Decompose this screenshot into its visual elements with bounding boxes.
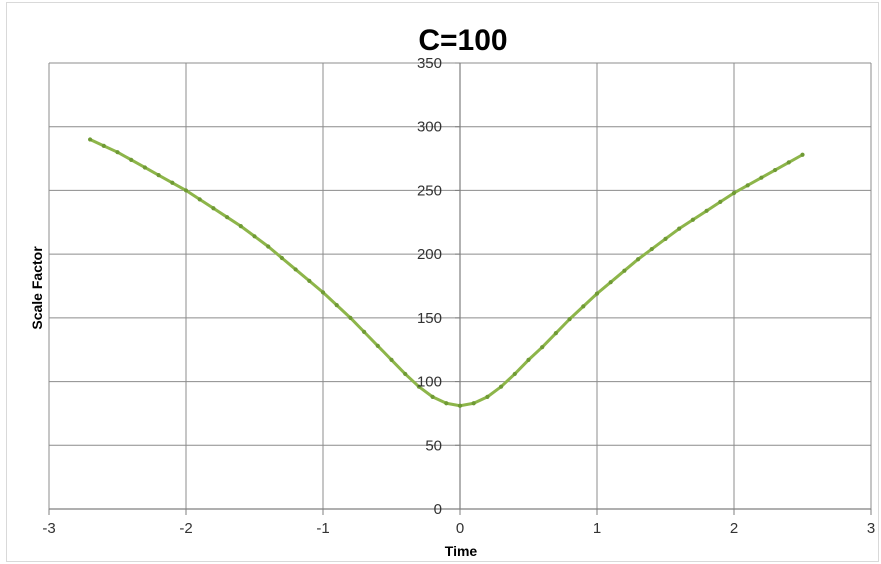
series <box>88 137 805 408</box>
data-point <box>101 143 106 148</box>
x-tick-label: 3 <box>867 520 875 537</box>
data-point <box>608 280 613 285</box>
data-point <box>636 257 641 262</box>
data-point <box>334 303 339 308</box>
data-point <box>197 197 202 202</box>
y-tick-label: 250 <box>417 182 442 199</box>
x-tick-label: -1 <box>316 520 329 537</box>
data-point <box>170 180 175 185</box>
data-point <box>238 224 243 229</box>
data-point <box>416 384 421 389</box>
labels: 0 50 100 150 200 250 300 350 -3 -2 -1 0 1 2 3 <box>42 55 875 537</box>
data-point <box>211 206 216 211</box>
series-line <box>88 137 804 408</box>
data-point <box>307 278 312 284</box>
data-point <box>663 236 668 241</box>
data-point <box>115 150 120 155</box>
data-point <box>485 394 490 399</box>
data-point <box>786 160 791 165</box>
x-tick-label: 1 <box>593 520 601 537</box>
data-point <box>773 167 778 173</box>
data-point <box>129 157 134 162</box>
data-point <box>540 345 545 350</box>
y-tick-label: 300 <box>417 119 442 136</box>
y-tick-label: 50 <box>425 437 442 454</box>
data-point <box>622 268 627 273</box>
data-point <box>279 255 284 261</box>
data-point <box>499 384 504 389</box>
chart-title: C=100 <box>418 24 507 57</box>
data-point <box>389 357 394 363</box>
x-tick-label: -2 <box>179 520 192 537</box>
data-point <box>690 217 696 222</box>
data-point <box>800 152 805 157</box>
data-point <box>704 208 709 213</box>
data-point <box>156 173 161 178</box>
y-tick-label: 150 <box>417 310 442 327</box>
data-point <box>225 215 230 220</box>
data-point <box>183 188 189 193</box>
data-point <box>649 246 654 252</box>
y-tick-label: 0 <box>434 501 442 518</box>
y-tick-label: 200 <box>417 246 442 263</box>
x-tick-label: -3 <box>42 520 55 537</box>
data-point <box>252 234 257 239</box>
data-point <box>375 343 380 348</box>
data-point <box>731 190 737 196</box>
data-point <box>320 290 326 295</box>
data-point <box>430 394 435 399</box>
data-point <box>142 165 147 170</box>
data-point <box>677 226 682 231</box>
data-point <box>348 315 353 320</box>
data-point <box>759 175 764 180</box>
x-tick-label: 2 <box>730 520 738 537</box>
data-point <box>457 403 463 408</box>
data-point <box>526 357 531 363</box>
data-point <box>512 371 517 377</box>
y-tick-label: 100 <box>417 374 442 391</box>
data-point <box>88 137 93 142</box>
data-point <box>581 304 586 309</box>
data-point <box>444 401 449 406</box>
data-point <box>553 331 559 336</box>
axes <box>48 62 872 515</box>
data-point <box>718 199 723 204</box>
grid <box>48 62 872 509</box>
data-point <box>293 267 298 272</box>
x-tick-label: 0 <box>456 520 464 537</box>
data-point <box>266 244 271 249</box>
y-tick-label: 350 <box>417 55 442 72</box>
y-axis-title: Scale Factor <box>29 246 45 330</box>
data-point <box>567 317 572 322</box>
data-point <box>362 329 367 334</box>
data-point <box>403 371 408 377</box>
data-point <box>471 401 476 406</box>
data-point <box>745 183 750 188</box>
data-point <box>594 291 600 296</box>
x-axis-title: Time <box>445 543 478 559</box>
